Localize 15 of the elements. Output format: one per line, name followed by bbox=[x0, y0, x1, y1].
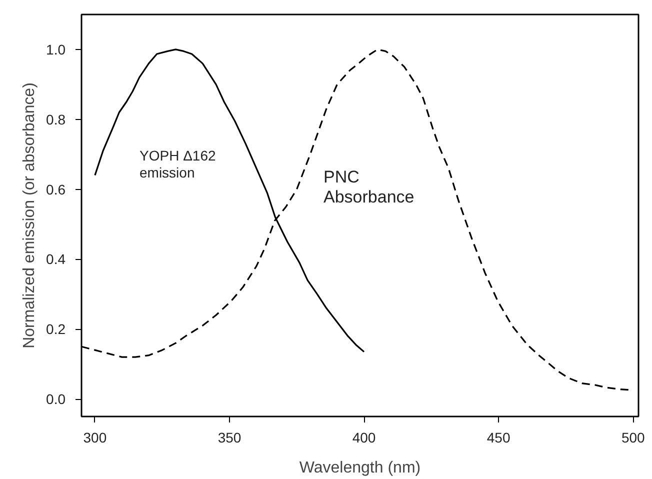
x-tick-label: 500 bbox=[621, 430, 646, 446]
x-axis-title: Wavelength (nm) bbox=[299, 460, 421, 476]
y-tick-label: 1.0 bbox=[46, 41, 66, 58]
x-tick-label: 450 bbox=[486, 430, 510, 446]
y-tick-label: 0.0 bbox=[46, 391, 66, 408]
y-tick-label: 0.6 bbox=[46, 181, 66, 198]
y-tick-label: 0.4 bbox=[46, 251, 66, 268]
y-axis-title: Normalized emission (or absorbance) bbox=[21, 82, 38, 348]
annotation: PNC Absorbance bbox=[324, 168, 414, 206]
y-tick-label: 0.8 bbox=[46, 111, 66, 128]
x-tick-label: 350 bbox=[218, 430, 242, 446]
annotation: YOPH Δ162 emission bbox=[140, 148, 216, 180]
x-tick-label: 400 bbox=[352, 430, 376, 446]
x-tick-label: 300 bbox=[83, 430, 107, 446]
y-tick-label: 0.2 bbox=[46, 321, 66, 338]
